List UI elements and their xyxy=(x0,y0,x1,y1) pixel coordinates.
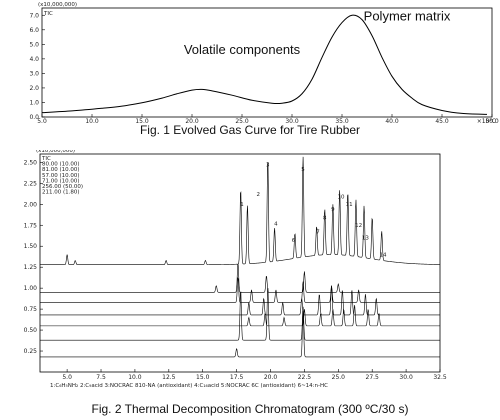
plot-frame xyxy=(39,153,441,373)
legend-entry: 57.00 (10.00) xyxy=(42,173,80,179)
y-tick-label: 5.0 xyxy=(29,41,39,48)
tic-curve xyxy=(41,14,488,115)
peak-label: 9 xyxy=(331,207,335,213)
x-tick-label: 40.0 xyxy=(385,118,399,125)
figure2-caption: Fig. 2 Thermal Decomposition Chromatogra… xyxy=(91,402,409,416)
x-tick-label: 5.0 xyxy=(62,374,72,381)
x-tick-label: 22.5 xyxy=(298,374,312,381)
peak-label: 1 xyxy=(240,202,244,208)
trace-6 xyxy=(40,310,440,358)
plot-frame xyxy=(41,7,493,118)
trace-4 xyxy=(40,305,440,327)
x-unit-label: ×10²C xyxy=(477,118,496,125)
x-tick-label: 35.0 xyxy=(335,118,349,125)
legend-entry: 71.00 (10.00) xyxy=(42,178,80,184)
y-tick-label: 1.0 xyxy=(29,99,39,106)
x-tick-label: 50.0 xyxy=(485,118,499,125)
y-tick-label: 3.0 xyxy=(29,70,39,77)
x-tick-label: 20.0 xyxy=(185,118,199,125)
evolved-gas-chart: 5.0 10.0 15.0 20.0 25.0 30.0 35.0 40.0 45.0 50.0 0… xyxy=(29,2,499,125)
x-tick-label: 15.0 xyxy=(135,118,149,125)
legend-entry: 81.00 (10.00) xyxy=(42,167,80,173)
trace-0 xyxy=(40,156,440,265)
peak-label: 2 xyxy=(257,192,261,198)
y-tick-label: 1.75 xyxy=(24,222,38,229)
annotation-volatile: Volatile components xyxy=(184,42,301,57)
y-tick-label: 2.00 xyxy=(24,201,38,208)
x-tick-label: 15.0 xyxy=(196,374,210,381)
annotation-polymer: Polymer matrix xyxy=(364,8,451,23)
y-tick-label: 1.25 xyxy=(24,264,38,271)
y-tick-label: 0.25 xyxy=(24,348,38,355)
x-tick-label: 45.0 xyxy=(435,118,449,125)
peak-label: 14 xyxy=(380,252,387,258)
legend-entry: 256.00 (50.00) xyxy=(42,184,83,190)
chromatogram-chart: 5.0 7.5 10.0 12.5 15.0 17.5 20.0 22.5 25.0 27.5 30… xyxy=(24,150,447,389)
peak-label: 7 xyxy=(316,230,320,236)
y-tick-label: 6.0 xyxy=(29,27,39,34)
peak-label: 12 xyxy=(355,223,362,229)
trace-5 xyxy=(40,287,440,341)
figure1-caption: Fig. 1 Evolved Gas Curve for Tire Rubber xyxy=(139,123,361,137)
legend-entry: 211.00 (1.80) xyxy=(42,190,80,196)
x-tick-label: 17.5 xyxy=(230,374,244,381)
peak-label: 3 xyxy=(266,163,270,169)
peak-label: 13 xyxy=(362,236,369,242)
y-tick-label: 2.50 xyxy=(24,159,38,166)
y-tick-label: 0.0 xyxy=(29,114,39,121)
x-tick-label: 5.0 xyxy=(37,118,47,125)
y-tick-label: 1.00 xyxy=(24,285,38,292)
x-tick-label: 25.0 xyxy=(332,374,346,381)
peak-key: 1:C₆H₅NH₂ 2:C₉acid 3:NOCRAC 810-NA (anti… xyxy=(50,383,328,389)
x-tick-label: 20.0 xyxy=(264,374,278,381)
scale-note: (x10,000,000) xyxy=(38,2,77,8)
y-tick-label: 4.0 xyxy=(29,56,39,63)
x-tick-label: 30.0 xyxy=(399,374,413,381)
legend-entry: 80.00 (10.00) xyxy=(42,162,80,168)
peak-label: 4 xyxy=(274,221,278,227)
peak-label: 10 xyxy=(338,194,345,200)
y-tick-label: 0.50 xyxy=(24,327,38,334)
peak-label: 6 xyxy=(292,238,296,244)
x-tick-label: 25.0 xyxy=(235,118,249,125)
scale-note: (x10,000,000) xyxy=(36,150,75,154)
x-tick-label: 7.5 xyxy=(96,374,106,381)
x-tick-label: 10.0 xyxy=(128,374,142,381)
y-tick-label: 2.0 xyxy=(29,85,39,92)
y-tick-label: 2.25 xyxy=(24,180,38,187)
legend-entry: TIC xyxy=(41,156,51,162)
y-tick-label: 0.75 xyxy=(24,306,38,313)
trace-1 xyxy=(40,264,440,293)
x-tick-label: 27.5 xyxy=(366,374,380,381)
x-tick-label: 12.5 xyxy=(162,374,176,381)
peak-label: 11 xyxy=(346,202,353,208)
y-tick-label: 1.50 xyxy=(24,243,38,250)
x-tick-label: 32.5 xyxy=(433,374,447,381)
x-tick-label: 30.0 xyxy=(285,118,299,125)
peak-label: 8 xyxy=(323,215,327,221)
x-tick-label: 10.0 xyxy=(85,118,99,125)
y-tick-label: 7.0 xyxy=(29,12,39,19)
series-label: TIC xyxy=(43,11,53,17)
peak-label: 5 xyxy=(301,167,305,173)
